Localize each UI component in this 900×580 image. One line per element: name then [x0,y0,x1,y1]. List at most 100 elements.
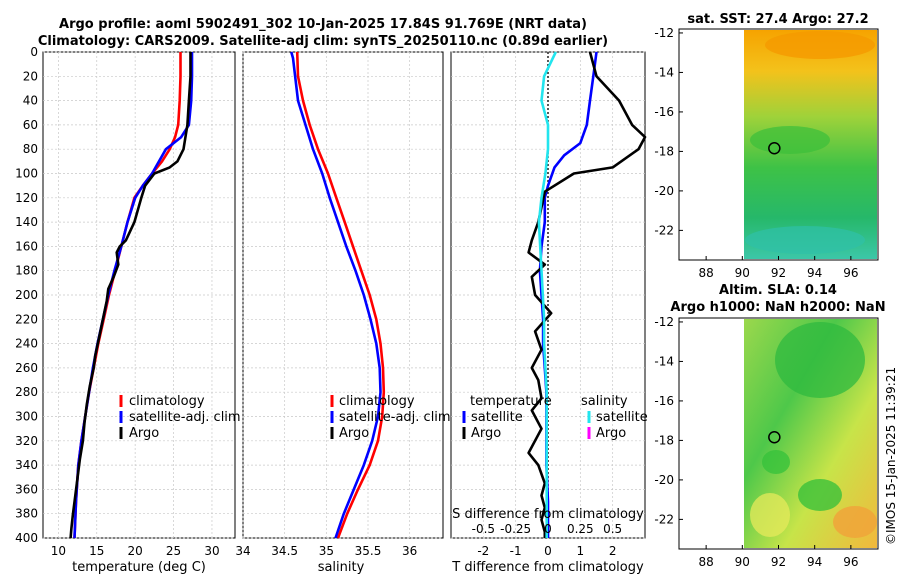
sst-map-xtick-label: 90 [735,266,750,280]
depth-tick-label: 400 [15,531,38,545]
depth-tick-label: 40 [23,94,38,108]
sla-map-ytick-label: -16 [654,394,674,408]
depth-tick-label: 200 [15,288,38,302]
depth-tick-label: 300 [15,410,38,424]
salinity-xtick-label: 34.5 [271,544,298,558]
salinity-ticks: 34 34.5 35 35.5 36 [235,544,417,558]
depth-tick-label: 0 [30,45,38,59]
sla-low-patch-2 [798,479,842,511]
temperature-xtick-label: 10 [51,544,66,558]
difference-xtick-label: 0 [544,544,552,558]
sla-yellow-patch [750,493,790,537]
sst-map-ytick-label: -22 [654,223,674,237]
temperature-legend-satellite: satellite-adj. clim [129,410,241,425]
sla-map-xtick-label: 92 [771,555,786,569]
sst-map-ytick-label: -18 [654,144,674,158]
depth-tick-label: 180 [15,264,38,278]
difference-top-ticks: -0.5 -0.25 0 0.25 0.5 [472,522,623,536]
sla-map-xtick-label: 94 [807,555,822,569]
difference-ticks: -2 -1 0 1 2 [477,544,616,558]
salinity-panel: 34 34.5 35 35.5 36 salinity climatology sate… [235,51,451,575]
depth-tick-label: 360 [15,482,38,496]
temperature-lines [69,52,194,539]
depth-tick-label: 60 [23,118,38,132]
sla-low-patch-3 [762,450,790,474]
sst-map-ytick-label: -16 [654,105,674,119]
depth-tick-label: 240 [15,337,38,351]
difference-xlabel: T difference from climatology [451,560,644,575]
difference-series-s-satellite [537,51,557,538]
sst-warm-patch [765,31,875,59]
salinity-legend-argo: Argo [339,426,369,441]
sst-map-xtick-label: 88 [698,266,713,280]
difference-top-xtick-label: -0.25 [500,522,531,536]
difference-legend: temperature satellite Argo salinity sate… [462,394,648,441]
sla-map-xtick-label: 90 [735,555,750,569]
depth-tick-label: 220 [15,312,38,326]
difference-top-xtick-label: 0.25 [567,522,594,536]
temperature-series-argo [69,52,192,539]
difference-legend-s-argo: Argo [596,426,626,441]
sla-map-ticks: 88 90 92 94 96 -12 -14 -16 -18 -20 -22 [654,315,858,569]
sla-map-ytick-label: -14 [654,354,674,368]
difference-top-xlabel: S difference from climatology [452,507,644,522]
temperature-legend: climatology satellite-adj. clim Argo [119,394,241,441]
sst-map-title: sat. SST: 27.4 Argo: 27.2 [687,12,868,27]
depth-tick-label: 260 [15,361,38,375]
difference-panel: -2 -1 0 1 2 S difference from climatology -0… [450,51,648,575]
temperature-xtick-label: 20 [128,544,143,558]
figure-title-line1: Argo profile: aoml 5902491_302 10-Jan-20… [59,17,587,32]
temperature-xlabel: temperature (deg C) [72,560,206,575]
temperature-xtick-label: 15 [89,544,104,558]
salinity-xtick-label: 36 [402,544,417,558]
depth-tick-label: 120 [15,191,38,205]
salinity-lines [290,51,386,539]
sla-map-ytick-label: -20 [654,473,674,487]
temperature-panel: 10 15 20 25 30020406080100120140160180200220… [15,45,241,575]
temperature-ticks: 10 15 20 25 30020406080100120140160180200220… [15,45,220,558]
difference-legend-t-satellite: satellite [471,410,523,425]
sst-map-ytick-label: -12 [654,26,674,40]
depth-tick-label: 20 [23,69,38,83]
sla-high-patch [833,506,877,538]
temperature-legend-argo: Argo [129,426,159,441]
difference-top-xtick-label: 0 [544,522,552,536]
sla-map-ytick-label: -18 [654,433,674,447]
salinity-series-satellite-adj-clim [290,51,382,539]
sst-map-xtick-label: 94 [807,266,822,280]
difference-top-xtick-label: -0.5 [472,522,495,536]
difference-legend-temperature-title: temperature [470,394,552,409]
sla-map-xtick-label: 88 [698,555,713,569]
sst-argo-location-marker [768,142,781,155]
salinity-xtick-label: 34 [235,544,250,558]
depth-tick-label: 320 [15,434,38,448]
sst-map-ytick-label: -20 [654,184,674,198]
temperature-xtick-label: 25 [166,544,181,558]
difference-legend-salinity-title: salinity [581,394,628,409]
difference-lines [527,51,647,538]
depth-tick-label: 160 [15,239,38,253]
sla-map-xtick-label: 96 [843,555,858,569]
difference-xtick-label: -2 [477,544,489,558]
sla-map-ytick-label: -12 [654,315,674,329]
figure-title-line2: Climatology: CARS2009. Satellite-adj cli… [38,34,608,49]
difference-top-xtick-label: 0.5 [603,522,622,536]
sla-map-title-line2: Argo h1000: NaN h2000: NaN [670,300,885,315]
sla-map-argo-circle [768,431,781,444]
imos-timestamp: ©IMOS 15-Jan-2025 11:39:21 [884,367,898,545]
temperature-legend-climatology: climatology [129,394,205,409]
depth-tick-label: 280 [15,385,38,399]
sst-green-patch [750,126,830,154]
salinity-series-climatology [295,51,386,539]
sla-map-ytick-label: -22 [654,512,674,526]
depth-tick-label: 80 [23,142,38,156]
sst-map-xtick-label: 92 [771,266,786,280]
temperature-xtick-label: 30 [204,544,219,558]
depth-tick-label: 140 [15,215,38,229]
sla-map-panel: Altim. SLA: 0.14 Argo h1000: NaN h2000: … [654,283,885,569]
difference-series-t-argo [527,51,647,538]
sla-map-title-line1: Altim. SLA: 0.14 [719,283,837,298]
sst-map-xtick-label: 96 [843,266,858,280]
difference-legend-t-argo: Argo [471,426,501,441]
salinity-legend-climatology: climatology [339,394,415,409]
